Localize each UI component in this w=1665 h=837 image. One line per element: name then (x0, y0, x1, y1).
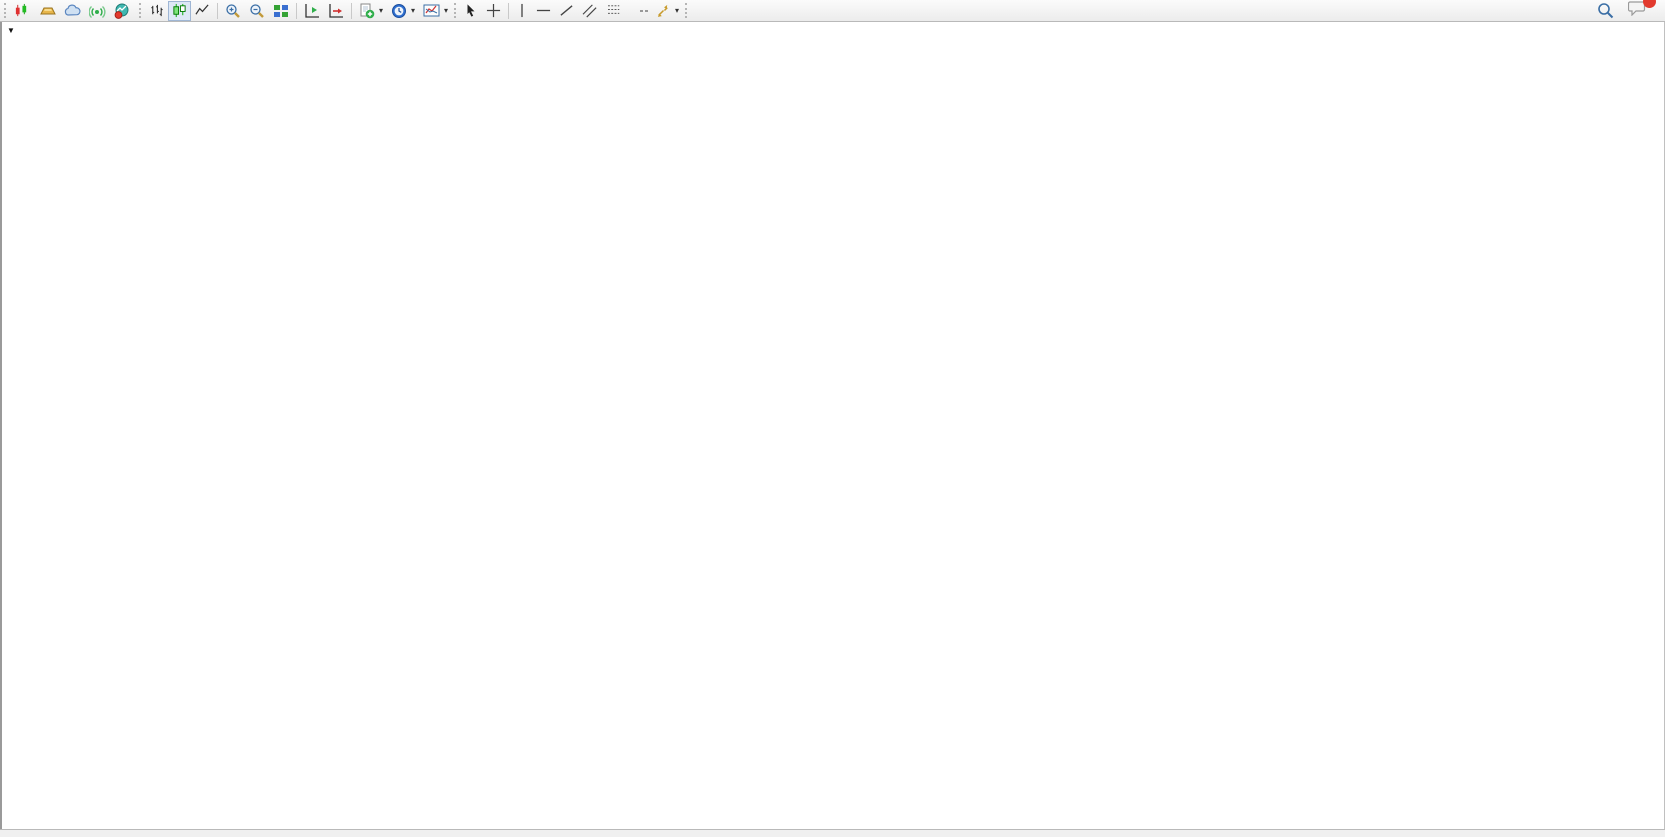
signals-icon-button[interactable] (85, 1, 110, 21)
toolbar-separator (296, 2, 297, 19)
gold-icon-button[interactable] (36, 1, 60, 21)
arrows-tool-button[interactable]: ▾ (652, 1, 683, 21)
tile-windows-icon (274, 4, 288, 17)
cursor-icon (467, 4, 475, 17)
line-chart-type-button[interactable] (191, 1, 214, 21)
toolbar-grip[interactable] (685, 3, 688, 18)
chevron-down-icon: ▾ (411, 6, 416, 15)
cursor-tool-button[interactable] (460, 1, 482, 21)
candlestick-chart-type-button[interactable] (168, 0, 191, 21)
autotrade-icon (114, 3, 129, 19)
vertical-line-icon (521, 3, 523, 18)
notification-badge (1643, 0, 1656, 8)
window-menu-icon[interactable]: ▼ (7, 26, 15, 35)
chevron-down-icon: ▾ (444, 6, 449, 15)
auto-scroll-button[interactable] (324, 1, 348, 21)
arrows-icon (657, 4, 668, 17)
tile-windows-button[interactable] (269, 1, 293, 21)
line-chart-icon (195, 4, 209, 15)
bar-chart-type-button[interactable] (145, 1, 168, 21)
crosshair-icon (486, 3, 501, 18)
toolbar-separator (217, 2, 218, 19)
fibonacci-icon (608, 5, 620, 14)
horizontal-line-tool-button[interactable] (532, 1, 555, 21)
zoom-out-icon (250, 3, 264, 18)
notifications-button[interactable] (1627, 0, 1656, 21)
text-label-tool-button[interactable] (636, 1, 652, 21)
auto-scroll-icon (329, 3, 343, 18)
new-order-button[interactable] (10, 1, 36, 21)
periods-button[interactable]: ▾ (387, 1, 419, 21)
cloud-icon (64, 4, 81, 16)
trendline-icon (560, 5, 573, 16)
label-tool-glyph (640, 9, 649, 12)
chart-shift-button[interactable] (300, 1, 324, 21)
window-bottom-edge (0, 829, 1665, 837)
vertical-line-tool-button[interactable] (512, 1, 532, 21)
search-icon[interactable] (1597, 2, 1614, 19)
indicators-button[interactable]: ▾ (355, 1, 387, 21)
toolbar-grip[interactable] (4, 3, 6, 18)
gold-ingot-icon (40, 7, 56, 14)
fibonacci-tool-button[interactable] (603, 1, 628, 21)
chart-window[interactable]: ▼ (0, 22, 1665, 829)
text-tool-button[interactable] (628, 1, 636, 21)
zoom-in-icon (226, 3, 240, 18)
template-icon (423, 4, 440, 17)
signal-icon (89, 5, 106, 18)
chart-canvas[interactable] (2, 22, 1665, 829)
horizontal-line-icon (536, 9, 551, 12)
cloud-icon-button[interactable] (60, 1, 85, 21)
clock-icon (392, 3, 407, 18)
chart-shift-icon (305, 3, 319, 18)
equidistant-channel-tool-button[interactable] (578, 1, 603, 21)
toolbar-separator (508, 2, 510, 19)
autotrade-button[interactable] (110, 1, 137, 21)
chevron-down-icon: ▾ (675, 6, 680, 15)
zoom-in-button[interactable] (221, 1, 245, 21)
new-order-icon (15, 3, 27, 17)
candlestick-chart-icon (173, 3, 186, 18)
toolbar-grip[interactable] (454, 3, 457, 18)
trendline-tool-button[interactable] (555, 1, 578, 21)
channel-icon (582, 4, 597, 18)
chart-title: ▼ (7, 26, 31, 35)
main-toolbar: ▾ ▾ ▾ (0, 0, 1665, 22)
crosshair-tool-button[interactable] (482, 1, 505, 21)
indicators-icon (360, 3, 375, 18)
templates-button[interactable]: ▾ (419, 1, 452, 21)
toolbar-grip[interactable] (139, 3, 141, 18)
toolbar-separator (351, 2, 352, 19)
bar-chart-icon (151, 4, 163, 17)
chevron-down-icon: ▾ (379, 6, 384, 15)
zoom-out-button[interactable] (245, 1, 269, 21)
